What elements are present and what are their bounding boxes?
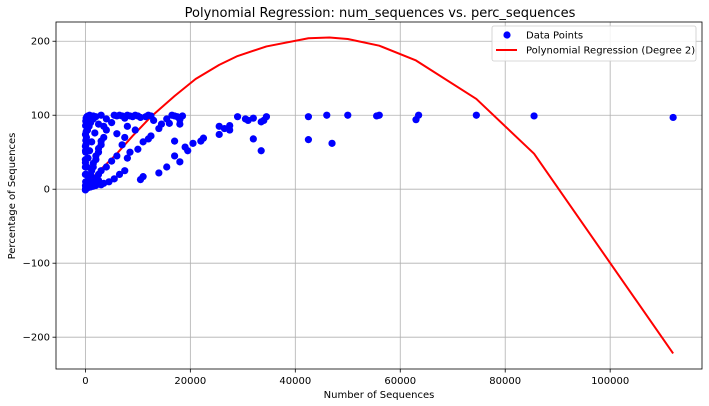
data-point	[88, 138, 96, 146]
data-point	[155, 169, 163, 177]
data-point	[215, 130, 223, 139]
x-tick-label: 20000	[174, 376, 206, 387]
data-point	[123, 122, 131, 130]
legend-label-regression: Polynomial Regression (Degree 2)	[526, 46, 695, 57]
data-point	[344, 111, 352, 119]
data-point	[163, 163, 171, 171]
y-tick-label: −100	[23, 259, 50, 270]
data-point	[134, 145, 142, 153]
data-point	[669, 113, 677, 122]
data-point	[257, 147, 265, 155]
x-tick-label: 0	[82, 376, 88, 387]
data-point	[131, 126, 139, 134]
y-axis-label: Percentage of Sequences	[7, 133, 18, 260]
data-point	[176, 158, 184, 166]
data-point	[530, 112, 538, 120]
data-point	[110, 111, 118, 119]
data-point	[82, 136, 90, 144]
data-point	[249, 114, 257, 122]
data-point	[226, 126, 234, 134]
data-point	[199, 134, 208, 142]
data-point	[81, 130, 90, 139]
data-point	[165, 119, 173, 127]
x-tick-label: 40000	[279, 376, 311, 387]
plot-frame	[55, 21, 703, 370]
data-point	[304, 113, 313, 121]
data-point	[113, 152, 121, 160]
data-point	[81, 186, 89, 194]
data-point	[375, 111, 383, 119]
data-point	[102, 115, 110, 123]
data-point	[92, 152, 100, 160]
data-point	[108, 157, 116, 165]
data-point	[178, 112, 187, 120]
data-point	[81, 142, 90, 150]
data-point	[184, 147, 192, 155]
data-point	[81, 170, 89, 179]
data-point	[94, 144, 103, 153]
data-point	[121, 133, 129, 142]
y-tick-label: 200	[31, 37, 50, 48]
data-point	[328, 139, 336, 147]
data-point	[94, 120, 103, 128]
data-point	[249, 135, 257, 143]
data-point	[97, 137, 105, 145]
data-point	[241, 115, 250, 123]
data-point	[81, 163, 89, 171]
legend-marker-data-points	[503, 31, 511, 39]
data-point	[171, 137, 179, 145]
chart-title: Polynomial Regression: num_sequences vs.…	[185, 6, 576, 21]
data-point	[415, 111, 423, 119]
data-point	[115, 170, 124, 179]
data-point	[171, 152, 179, 160]
data-point	[91, 129, 99, 137]
data-point	[323, 111, 331, 119]
data-point	[108, 119, 116, 127]
data-point	[144, 135, 152, 143]
y-tick-label: 0	[44, 185, 50, 196]
data-point	[155, 124, 163, 133]
x-axis-label: Number of Sequences	[324, 390, 435, 401]
y-tick-label: 100	[31, 111, 50, 122]
data-point	[126, 148, 134, 156]
x-tick-label: 60000	[384, 376, 416, 387]
data-point	[123, 154, 131, 162]
data-point	[257, 118, 265, 126]
data-point	[233, 113, 242, 121]
data-point	[110, 175, 118, 183]
data-point	[139, 138, 147, 146]
y-axis: −200 −100 0 100 200	[23, 37, 56, 344]
data-point	[176, 120, 184, 128]
data-point	[121, 167, 129, 175]
data-point	[102, 163, 110, 171]
data-points-layer	[81, 111, 677, 194]
data-point	[304, 136, 313, 144]
legend-label-data-points: Data Points	[526, 31, 583, 42]
data-point	[168, 111, 176, 119]
legend-box	[491, 25, 697, 62]
data-point	[189, 139, 197, 147]
data-point	[262, 113, 271, 121]
legend: Data Points Polynomial Regression (Degre…	[491, 25, 697, 62]
y-tick-label: −200	[23, 333, 50, 344]
data-point	[472, 111, 480, 119]
data-point	[118, 141, 126, 149]
data-point	[142, 113, 150, 121]
x-axis: 0 20000 40000 60000 80000 100000	[82, 369, 629, 387]
x-tick-label: 80000	[489, 376, 521, 387]
data-point	[82, 121, 90, 130]
x-tick-label: 100000	[591, 376, 629, 387]
data-point	[113, 130, 121, 138]
data-point	[136, 175, 145, 184]
data-point	[89, 159, 97, 167]
